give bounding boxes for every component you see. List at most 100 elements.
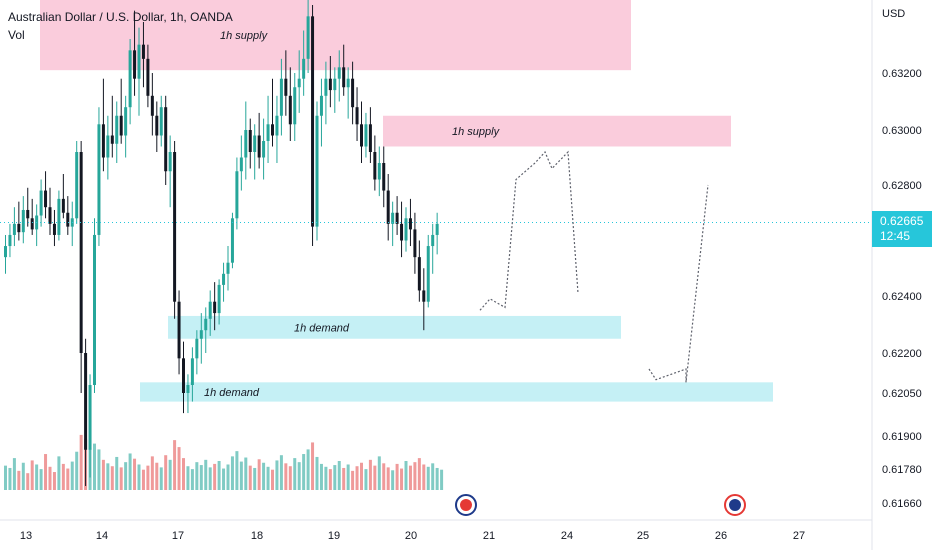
current-price-badge: 0.62665 12:45 <box>872 211 932 247</box>
volume-bar <box>26 473 30 490</box>
candle-body <box>173 152 177 302</box>
volume-bar <box>208 467 212 490</box>
candle-body <box>351 78 355 108</box>
candle-body <box>190 358 194 385</box>
candle-body <box>128 50 132 108</box>
candle-body <box>57 198 61 235</box>
candle-body <box>328 78 332 91</box>
candle-body <box>21 209 25 233</box>
volume-bar <box>17 470 21 490</box>
y-tick-label: 0.63200 <box>882 68 922 80</box>
volume-bar <box>262 462 266 490</box>
candle-body <box>408 218 412 230</box>
volume-bar <box>271 469 274 490</box>
volume-bar <box>355 466 359 490</box>
volume-bar <box>364 469 368 490</box>
volume-bar <box>57 456 61 490</box>
candle-body <box>26 209 30 219</box>
volume-bar <box>217 461 221 490</box>
candle-body <box>417 257 421 291</box>
candle-body <box>400 223 404 241</box>
candle-body <box>382 163 386 191</box>
volume-bar <box>150 456 154 490</box>
volume-bar <box>226 464 230 490</box>
volume-bar <box>391 470 395 490</box>
volume-bar <box>97 449 101 490</box>
y-tick-label: 0.61780 <box>882 464 922 476</box>
y-tick-label: 0.63000 <box>882 125 922 137</box>
current-price-value: 0.62665 <box>880 214 924 228</box>
candle-body <box>355 107 359 125</box>
candle-body <box>346 78 350 88</box>
volume-bar <box>190 469 194 490</box>
volume-bar <box>66 468 70 490</box>
volume-bar <box>275 460 279 490</box>
volume-bar <box>35 464 39 490</box>
candle-body <box>137 44 141 79</box>
projection-path-2 <box>648 184 709 383</box>
instrument-title[interactable]: Australian Dollar / U.S. Dollar, 1h, OAN… <box>8 10 233 24</box>
volume-bar <box>70 461 74 490</box>
y-tick-label: 0.62800 <box>882 180 922 192</box>
volume-bar <box>435 467 439 490</box>
volume-bar <box>315 456 319 490</box>
volume-bar <box>346 464 350 490</box>
volume-bar <box>404 461 408 490</box>
candle-body <box>17 223 21 233</box>
volume-bar <box>213 463 217 490</box>
volume-bar <box>377 456 381 490</box>
candle-body <box>297 78 301 88</box>
volume-bar <box>30 460 34 490</box>
candle-body <box>213 301 217 314</box>
volume-bar <box>79 434 83 490</box>
zone-supply-2 <box>383 115 731 147</box>
currency-label[interactable]: USD <box>882 8 906 20</box>
chart-legend: Australian Dollar / U.S. Dollar, 1h, OAN… <box>8 8 233 44</box>
candle-body <box>235 171 239 219</box>
candle-body <box>404 218 408 241</box>
volume-bar <box>440 469 444 490</box>
volume-bar <box>159 467 163 490</box>
x-tick-label: 14 <box>96 530 108 542</box>
volume-bar <box>235 451 239 490</box>
volume-bar <box>106 463 110 490</box>
candle-body <box>431 234 435 247</box>
volume-bar <box>204 459 208 490</box>
volume-bar <box>266 466 270 490</box>
y-tick-label: 0.62400 <box>882 291 922 303</box>
x-tick-label: 13 <box>20 530 32 542</box>
candle-body <box>177 301 181 359</box>
x-tick-label: 21 <box>483 530 495 542</box>
candle-body <box>164 107 168 172</box>
volume-bar <box>337 461 341 490</box>
volume-bar <box>244 457 248 490</box>
candle-body <box>182 358 185 393</box>
volume-bar <box>101 459 105 490</box>
x-tick-label: 27 <box>793 530 805 542</box>
candle-body <box>377 163 381 180</box>
volume-bar <box>93 443 96 490</box>
volume-bar <box>8 467 12 490</box>
volume-bar <box>333 465 337 490</box>
volume-bar <box>368 459 372 490</box>
volume-label[interactable]: Vol <box>8 28 25 42</box>
y-tick-label: 0.62050 <box>882 388 922 400</box>
y-tick-label: 0.62200 <box>882 348 922 360</box>
volume-bar <box>386 467 390 490</box>
volume-bar <box>124 462 128 490</box>
volume-bar <box>279 455 283 490</box>
volume-bar <box>297 462 301 490</box>
volume-bar <box>239 461 243 490</box>
candle-body <box>204 318 208 331</box>
candle-body <box>52 223 56 235</box>
volume-bar <box>395 463 399 490</box>
candle-body <box>257 135 261 158</box>
volume-bar <box>426 466 430 490</box>
candle-body <box>106 135 110 158</box>
volume-bar <box>222 468 226 490</box>
volume-bar <box>324 466 328 490</box>
candle-body <box>150 95 154 116</box>
candle-body <box>97 124 101 235</box>
